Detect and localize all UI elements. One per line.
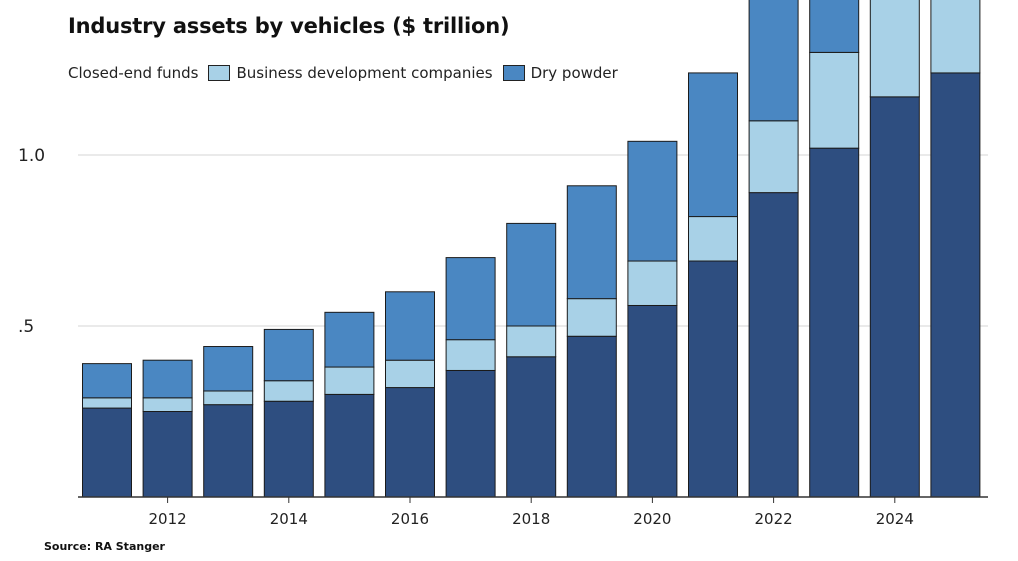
bar-segment-business-development-companies — [263, 380, 314, 402]
bar-segment-closed-end-funds — [930, 72, 981, 498]
bar-segment-business-development-companies — [445, 339, 496, 371]
bar-segment-closed-end-funds — [688, 260, 738, 498]
bar-segment-dry-powder — [566, 185, 617, 300]
bar-segment-dry-powder — [385, 291, 435, 361]
bar-segment-dry-powder — [82, 363, 132, 399]
bar-segment-dry-powder — [324, 311, 375, 368]
legend-swatch-dry-powder — [502, 65, 525, 81]
bar-segment-business-development-companies — [688, 216, 738, 262]
bar-segment-business-development-companies — [869, 0, 920, 98]
bar-segment-dry-powder — [688, 72, 738, 218]
bar-segment-dry-powder — [748, 0, 799, 122]
bar-segment-closed-end-funds — [627, 304, 678, 498]
x-tick-label: 2024 — [876, 510, 914, 528]
bar-segment-business-development-companies — [809, 51, 860, 149]
bar-segment-business-development-companies — [324, 366, 375, 395]
x-tick-label: 2020 — [633, 510, 671, 528]
bar-segment-business-development-companies — [385, 359, 435, 389]
bar-segment-closed-end-funds — [203, 404, 254, 498]
x-tick-label: 2012 — [149, 510, 187, 528]
bar-segment-dry-powder — [203, 346, 254, 392]
legend-label-closed-end-funds: Closed-end funds — [68, 64, 199, 82]
bar-segment-closed-end-funds — [506, 356, 557, 498]
y-tick-label: 1.0 — [18, 146, 45, 166]
bar-segment-business-development-companies — [203, 390, 254, 406]
bar-segment-dry-powder — [506, 222, 557, 327]
bar-segment-closed-end-funds — [142, 411, 193, 498]
x-tick-label: 2014 — [270, 510, 308, 528]
y-tick-label: .5 — [18, 317, 34, 337]
x-tick-label: 2016 — [391, 510, 429, 528]
bar-segment-business-development-companies — [82, 397, 132, 409]
legend-swatch-bdc — [208, 65, 231, 81]
chart-legend: Closed-end funds Business development co… — [68, 64, 628, 82]
bar-segment-closed-end-funds — [263, 400, 314, 498]
bar-segment-closed-end-funds — [385, 387, 435, 498]
bar-segment-dry-powder — [263, 328, 314, 382]
bar-segment-closed-end-funds — [82, 407, 132, 498]
bar-segment-business-development-companies — [506, 325, 557, 358]
legend-item-closed-end-funds: Closed-end funds — [68, 64, 198, 82]
bar-segment-business-development-companies — [748, 120, 799, 194]
bar-segment-closed-end-funds — [445, 369, 496, 498]
bar-segment-business-development-companies — [930, 0, 981, 74]
x-tick-label: 2022 — [755, 510, 793, 528]
bar-segment-dry-powder — [627, 140, 678, 262]
legend-item-bdc: Business development companies — [208, 64, 493, 82]
bar-segment-closed-end-funds — [869, 96, 920, 498]
source-note: Source: RA Stanger — [44, 540, 165, 553]
bar-segment-business-development-companies — [566, 298, 617, 337]
bar-segment-closed-end-funds — [809, 147, 860, 498]
x-tick-label: 2018 — [512, 510, 550, 528]
bar-segment-closed-end-funds — [566, 335, 617, 498]
bar-segment-business-development-companies — [627, 260, 678, 306]
bar-segment-closed-end-funds — [748, 192, 799, 498]
legend-item-dry-powder: Dry powder — [502, 64, 618, 82]
chart-title: Industry assets by vehicles ($ trillion) — [68, 14, 510, 38]
bar-segment-closed-end-funds — [324, 393, 375, 498]
legend-label-dry-powder: Dry powder — [530, 64, 618, 82]
bar-segment-business-development-companies — [142, 397, 193, 413]
bar-segment-dry-powder — [445, 257, 496, 341]
legend-label-bdc: Business development companies — [236, 64, 493, 82]
bar-segment-dry-powder — [809, 0, 860, 53]
bar-segment-dry-powder — [142, 359, 193, 399]
